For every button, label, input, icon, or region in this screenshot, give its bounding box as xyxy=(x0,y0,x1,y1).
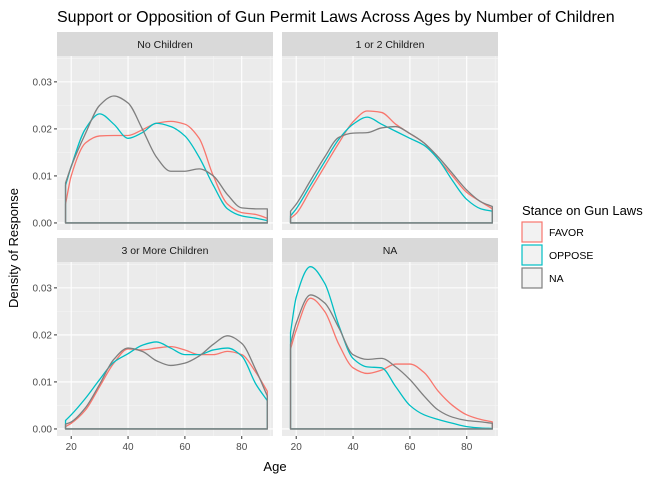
legend-key xyxy=(521,244,543,266)
facet-strip xyxy=(282,32,498,56)
density-curve-oppose xyxy=(64,341,268,430)
facet-panels: No Children 0.00 0.01 0.02 0.03 1 or 2 Childr… xyxy=(33,32,498,453)
legend-item-oppose: OPPOSE xyxy=(521,244,593,266)
y-tick-label: 0.03 xyxy=(33,77,53,88)
y-tick-label: 0.00 xyxy=(33,218,53,229)
facet-panel: 3 or More Children 0.00 0.01 0.02 0.03 20 40 60… xyxy=(33,238,273,453)
panel-background xyxy=(57,262,273,436)
legend: Stance on Gun Laws FAVOR OPPOSE NA xyxy=(521,203,643,289)
facet-panel: 1 or 2 Children xyxy=(282,32,498,230)
density-curve-favor xyxy=(289,110,493,224)
x-tick-label: 40 xyxy=(347,442,359,453)
x-axis-title: Age xyxy=(263,459,286,474)
x-tick-label: 60 xyxy=(404,442,416,453)
x-tick-label: 20 xyxy=(291,442,303,453)
legend-label: OPPOSE xyxy=(549,250,593,262)
density-curve-favor xyxy=(289,297,493,430)
density-curve-na xyxy=(64,335,268,430)
facet-panel: No Children 0.00 0.01 0.02 0.03 xyxy=(33,32,273,230)
facet-panel: NA 20 40 60 80 xyxy=(282,238,498,453)
density-curve-na xyxy=(289,294,493,430)
facet-strip-label: 3 or More Children xyxy=(122,245,209,257)
legend-label: NA xyxy=(549,273,564,285)
y-tick-label: 0.01 xyxy=(33,171,53,182)
x-tick-label: 80 xyxy=(461,442,473,453)
facet-strip-label: 1 or 2 Children xyxy=(356,39,425,51)
facet-strip-label: NA xyxy=(383,245,398,257)
density-curve-favor xyxy=(64,120,268,224)
y-axis-title: Density of Response xyxy=(6,188,21,308)
legend-title: Stance on Gun Laws xyxy=(522,203,643,218)
y-tick-label: 0.01 xyxy=(33,377,53,388)
legend-key xyxy=(521,221,543,243)
facet-strip xyxy=(282,238,498,262)
panel-background xyxy=(282,262,498,436)
legend-key xyxy=(521,267,543,289)
density-curve-na xyxy=(64,95,268,224)
x-tick-label: 80 xyxy=(236,442,248,453)
legend-items: FAVOR OPPOSE NA xyxy=(521,221,593,289)
panel-background xyxy=(57,56,273,230)
y-tick-label: 0.02 xyxy=(33,124,53,135)
y-tick-label: 0.02 xyxy=(33,330,53,341)
facet-strip xyxy=(57,32,273,56)
density-curve-na xyxy=(289,125,493,224)
y-tick-label: 0.03 xyxy=(33,283,53,294)
density-curve-oppose xyxy=(289,116,493,224)
x-tick-label: 20 xyxy=(66,442,78,453)
facet-strip-label: No Children xyxy=(137,39,193,51)
panel-background xyxy=(282,56,498,230)
density-curve-oppose xyxy=(289,266,493,430)
legend-item-favor: FAVOR xyxy=(521,221,584,243)
chart-title: Support or Opposition of Gun Permit Laws… xyxy=(57,9,615,26)
y-tick-label: 0.00 xyxy=(33,424,53,435)
legend-label: FAVOR xyxy=(549,227,584,239)
x-tick-label: 40 xyxy=(122,442,134,453)
facet-strip xyxy=(57,238,273,262)
legend-item-na: NA xyxy=(521,267,564,289)
x-tick-label: 60 xyxy=(179,442,191,453)
